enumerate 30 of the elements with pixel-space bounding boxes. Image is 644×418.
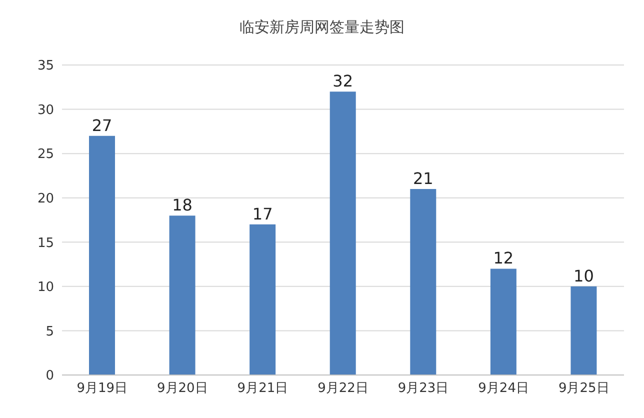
- data-label: 12: [493, 248, 514, 268]
- y-tick-label: 20: [37, 191, 54, 206]
- y-tick-label: 15: [37, 236, 54, 251]
- x-tick-label: 9月22日: [318, 381, 368, 396]
- y-tick-label: 25: [37, 147, 54, 162]
- y-tick-label: 30: [37, 102, 54, 118]
- data-label: 32: [332, 72, 354, 91]
- x-tick-label: 9月25日: [558, 381, 610, 396]
- chart-title: 临安新房周网签量走势图: [238, 18, 406, 37]
- data-label: 10: [574, 266, 594, 286]
- bar: [570, 286, 597, 375]
- bar: [250, 224, 276, 375]
- x-tick-label: 9月20日: [157, 381, 208, 396]
- y-tick-label: 5: [46, 324, 54, 340]
- bar: [410, 189, 436, 375]
- x-tick-label: 9月21日: [237, 381, 288, 396]
- x-tick-label: 9月23日: [398, 381, 449, 396]
- bar: [169, 216, 196, 375]
- data-label: 27: [92, 116, 112, 135]
- bar: [89, 136, 115, 375]
- bar: [490, 268, 516, 375]
- data-label: 17: [252, 204, 273, 224]
- data-label: 18: [172, 196, 192, 215]
- y-tick-label: 10: [37, 280, 54, 296]
- bar: [330, 92, 356, 375]
- x-tick-label: 9月19日: [76, 381, 128, 396]
- y-tick-label: 35: [37, 58, 54, 74]
- data-label: 21: [412, 169, 434, 188]
- x-tick-label: 9月24日: [478, 381, 529, 396]
- y-tick-label: 0: [46, 368, 54, 384]
